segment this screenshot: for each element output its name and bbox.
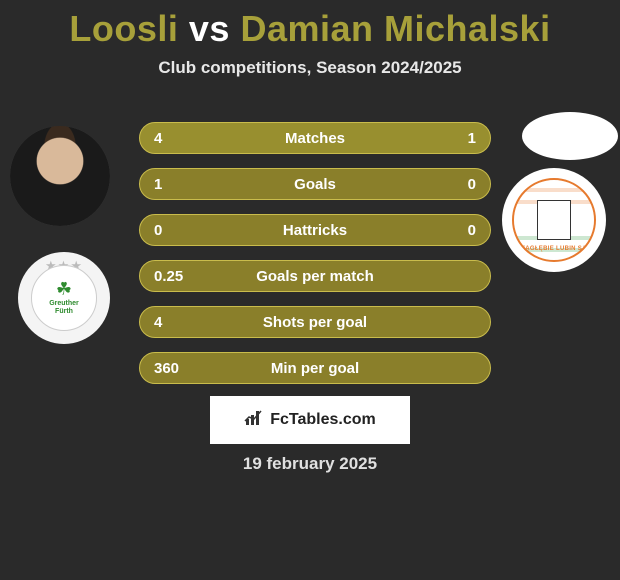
stat-row: 0.25Goals per match: [139, 260, 491, 292]
stat-value-left: 4: [154, 314, 188, 331]
attribution-box: FcTables.com: [210, 396, 410, 444]
stat-value-left: 1: [154, 176, 188, 193]
stat-value-right: 1: [442, 130, 476, 147]
chart-icon: [244, 409, 264, 432]
stat-value-right: 0: [442, 222, 476, 239]
stat-row: 1Goals0: [139, 168, 491, 200]
club-badge-text: GreutherFürth: [49, 300, 79, 315]
subtitle: Club competitions, Season 2024/2025: [0, 58, 620, 78]
stat-value-left: 360: [154, 360, 188, 377]
stat-value-left: 0: [154, 222, 188, 239]
stat-row: 0Hattricks0: [139, 214, 491, 246]
stats-table: 4Matches11Goals00Hattricks00.25Goals per…: [139, 122, 491, 398]
stat-row: 4Shots per goal: [139, 306, 491, 338]
attribution-text: FcTables.com: [270, 411, 376, 429]
stat-label: Min per goal: [188, 360, 442, 377]
shield-icon: [537, 200, 571, 240]
stat-label: Matches: [188, 130, 442, 147]
stat-value-left: 0.25: [154, 268, 188, 285]
stat-label: Hattricks: [188, 222, 442, 239]
club-badge-inner: ☘ GreutherFürth: [31, 265, 97, 331]
player1-face-placeholder: [10, 126, 110, 226]
stat-row: 360Min per goal: [139, 352, 491, 384]
stat-label: Goals per match: [188, 268, 442, 285]
date-text: 19 february 2025: [0, 454, 620, 474]
stat-label: Goals: [188, 176, 442, 193]
player1-avatar: [10, 126, 110, 226]
comparison-title: Loosli vs Damian Michalski: [0, 0, 620, 50]
stat-value-left: 4: [154, 130, 188, 147]
player1-club-badge: ★★★ ☘ GreutherFürth: [18, 252, 110, 344]
vs-text: vs: [189, 8, 230, 49]
stat-row: 4Matches1: [139, 122, 491, 154]
player2-name: Damian Michalski: [240, 8, 550, 49]
stat-value-right: 0: [442, 176, 476, 193]
club-badge-text: ZAGŁĘBIE LUBIN SA: [514, 246, 594, 252]
clover-icon: ☘: [56, 280, 72, 298]
player2-avatar: [522, 112, 618, 160]
player1-name: Loosli: [69, 8, 178, 49]
player2-club-badge: ZAGŁĘBIE LUBIN SA: [502, 168, 606, 272]
club-badge-inner: ZAGŁĘBIE LUBIN SA: [512, 178, 596, 262]
stat-label: Shots per goal: [188, 314, 442, 331]
